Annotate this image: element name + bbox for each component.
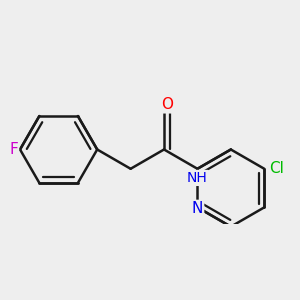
Text: N: N <box>192 201 203 216</box>
Text: O: O <box>161 97 173 112</box>
Text: NH: NH <box>187 171 208 185</box>
Text: Cl: Cl <box>269 161 284 176</box>
Text: F: F <box>9 142 18 157</box>
